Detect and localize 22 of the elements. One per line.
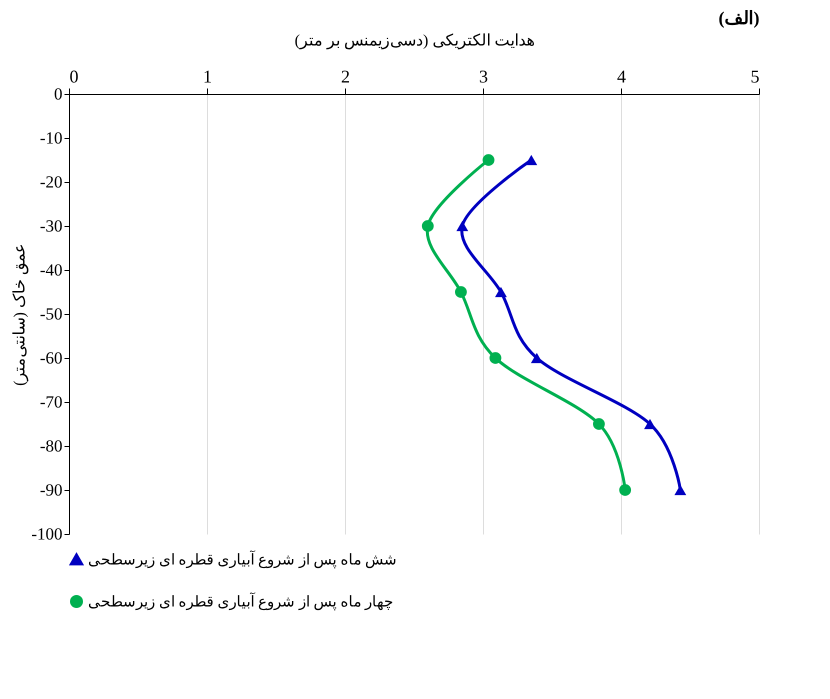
y-tick-label: -50 xyxy=(40,304,62,324)
chart-title: (الف) xyxy=(718,8,760,28)
y-tick-label: -60 xyxy=(40,348,62,368)
x-tick-label: 5 xyxy=(750,66,760,86)
x-tick-label: 2 xyxy=(341,66,350,86)
x-tick-label: 0 xyxy=(70,66,78,86)
x-axis-title: هدایت الکتریکی (دسی‌زیمنس بر متر) xyxy=(294,32,534,50)
legend-label: چهار ماه پس از شروع آبیاری قطره ای زیرسطحی xyxy=(88,592,393,610)
legend-label: شش ماه پس از شروع آبیاری قطره ای زیرسطحی xyxy=(88,550,397,568)
y-tick-label: -90 xyxy=(40,480,62,500)
x-tick-label: 3 xyxy=(479,66,488,86)
y-tick-label: -70 xyxy=(40,392,62,412)
x-tick-label: 1 xyxy=(203,66,212,86)
y-tick-label: -20 xyxy=(40,172,62,192)
x-tick-label: 4 xyxy=(617,66,626,86)
y-tick-label: -100 xyxy=(31,524,62,544)
y-tick-label: -80 xyxy=(40,436,62,456)
y-tick-label: -40 xyxy=(40,260,62,280)
y-tick-label: 0 xyxy=(54,84,62,104)
y-axis-title: عمق خاک (سانتی‌متر) xyxy=(11,243,28,386)
y-tick-label: -10 xyxy=(40,128,62,148)
y-tick-label: -30 xyxy=(40,216,62,236)
